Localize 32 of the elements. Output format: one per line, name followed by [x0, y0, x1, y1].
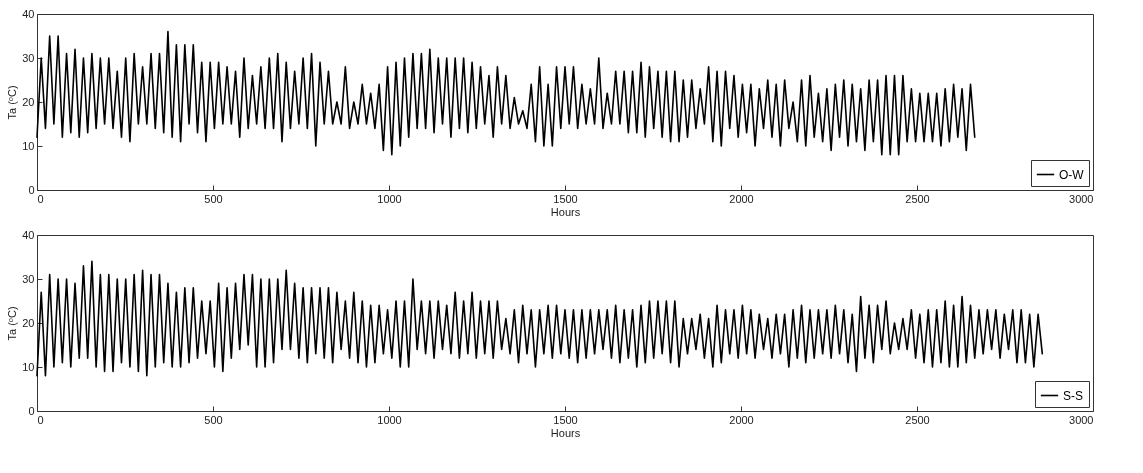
x-axis-title: Hours: [550, 426, 581, 439]
y-tick-label: 10: [22, 139, 35, 152]
x-tick-label: 2500: [905, 192, 930, 205]
x-tick-label: 0: [37, 192, 44, 205]
x-tick-label: 3000: [1069, 413, 1094, 426]
y-axis-title: Ta (ᵒC): [6, 85, 19, 120]
y-axis-title: Ta (ᵒC): [6, 306, 19, 341]
y-tick-label: 20: [22, 95, 35, 108]
x-tick-label: 500: [204, 413, 223, 426]
y-tick-label: 30: [22, 51, 35, 64]
x-tick-label: 1000: [377, 413, 402, 426]
line-series: [36, 30, 976, 156]
y-tick-label: 10: [22, 360, 35, 373]
x-tick-label: 3000: [1069, 192, 1094, 205]
y-tick-label: 0: [28, 183, 35, 196]
x-tick-label: 0: [37, 413, 44, 426]
y-tick-label: 40: [22, 228, 35, 241]
y-tick-label: 30: [22, 272, 35, 285]
y-tick-label: 40: [22, 7, 35, 20]
legend-label: S-S: [1063, 388, 1084, 403]
x-tick-label: 1500: [553, 192, 578, 205]
legend-label: O-W: [1059, 167, 1085, 182]
x-tick-label: 500: [204, 192, 223, 205]
line-series: [36, 260, 1044, 377]
x-axis-title: Hours: [550, 205, 581, 218]
x-tick-label: 2000: [729, 413, 754, 426]
x-tick-label: 1000: [377, 192, 402, 205]
x-tick-label: 2500: [905, 413, 930, 426]
y-tick-label: 0: [28, 404, 35, 417]
x-tick-label: 1500: [553, 413, 578, 426]
x-tick-label: 2000: [729, 192, 754, 205]
y-tick-label: 20: [22, 316, 35, 329]
